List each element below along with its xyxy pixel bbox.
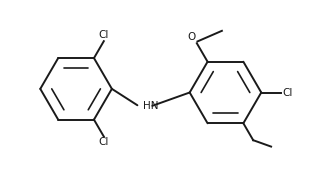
Text: HN: HN bbox=[143, 101, 159, 111]
Text: Cl: Cl bbox=[283, 88, 293, 97]
Text: O: O bbox=[187, 32, 195, 42]
Text: Cl: Cl bbox=[99, 30, 109, 40]
Text: Cl: Cl bbox=[99, 137, 109, 147]
